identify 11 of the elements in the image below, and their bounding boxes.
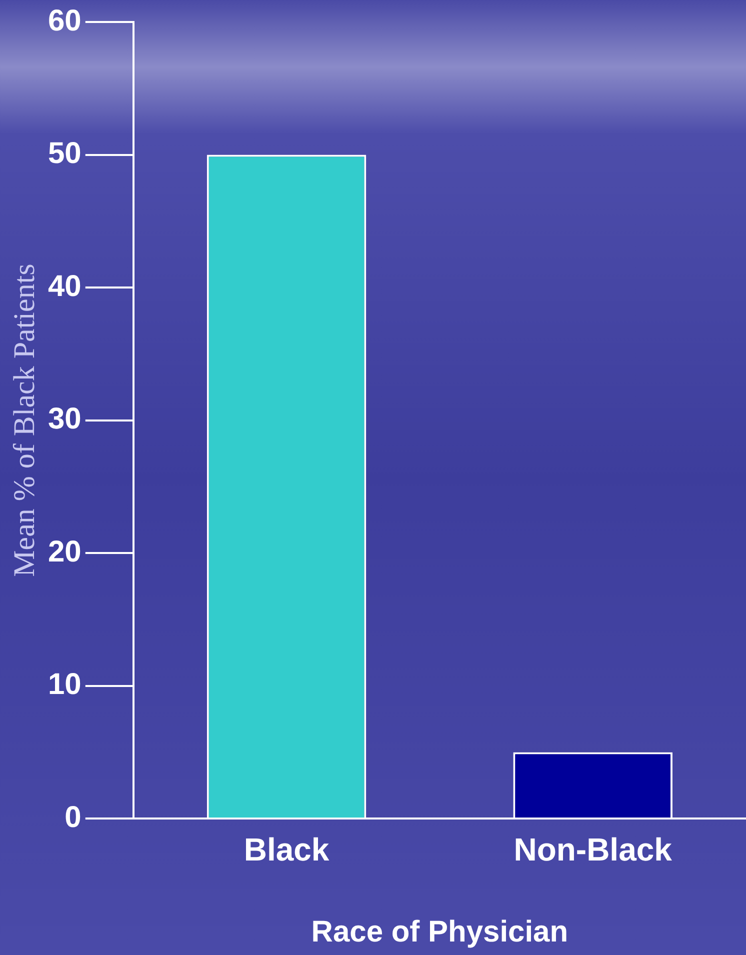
y-tick-label: 30 <box>48 402 82 436</box>
y-tick-label: 10 <box>48 668 82 702</box>
y-tick-label: 20 <box>48 535 82 568</box>
x-tick-label: Non-Black <box>514 832 672 868</box>
y-tick-label: 60 <box>48 4 82 38</box>
y-tick-label: 0 <box>64 800 82 834</box>
y-tick-label: 40 <box>48 270 82 303</box>
y-axis-title: Mean % of Black Patients <box>8 264 41 577</box>
y-tick-label: 50 <box>48 137 82 170</box>
x-axis-title: Race of Physician <box>311 915 568 948</box>
x-tick-label: Black <box>244 832 330 868</box>
